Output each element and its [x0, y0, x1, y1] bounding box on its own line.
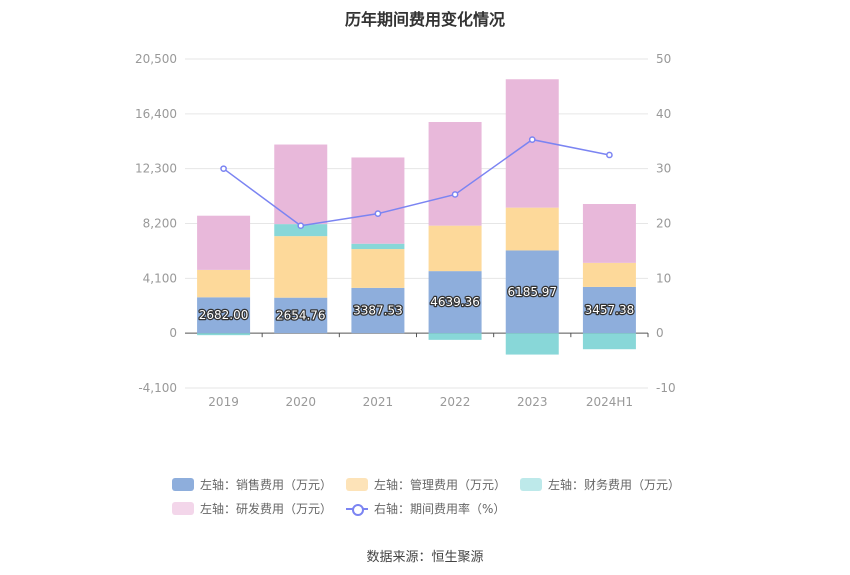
legend-label-sales: 左轴：销售费用（万元）: [200, 477, 333, 492]
data-label: 2682.00: [199, 308, 249, 322]
y-right-tick-label: 40: [656, 107, 671, 121]
bar-admin: [428, 225, 482, 272]
rate-point: [220, 165, 227, 173]
data-label: 4639.36: [430, 295, 480, 309]
data-label: 6185.97: [507, 285, 557, 299]
bar-admin: [274, 236, 328, 298]
rate-point: [451, 191, 459, 198]
bar-sales: [505, 250, 559, 334]
rate-point: [606, 151, 613, 159]
data-label: 3457.38: [585, 303, 635, 317]
y-right-tick-label: 30: [656, 162, 671, 176]
legend-item-admin[interactable]: 左轴：管理费用（万元）: [346, 476, 506, 493]
bar-finance: [351, 243, 405, 250]
legend-swatch-rd: [172, 501, 194, 515]
bar-sales: [428, 271, 482, 334]
bar-rd: [582, 204, 636, 263]
y-right-tick-label: 50: [656, 52, 671, 66]
gridlines: [185, 58, 648, 389]
legend-item-rate[interactable]: 右轴：期间费用率（%）: [346, 500, 505, 517]
legend-item-sales[interactable]: 左轴：销售费用（万元）: [172, 476, 332, 493]
y-left-tick-label: 4,100: [143, 271, 177, 285]
y-left-tick-label: 20,500: [135, 52, 177, 66]
bar-admin: [351, 249, 405, 288]
bar-rd: [197, 215, 251, 270]
bar-finance: [428, 333, 482, 340]
legend-item-finance[interactable]: 左轴：财务费用（万元）: [520, 476, 680, 493]
y-left-tick-label: 12,300: [135, 162, 177, 176]
bar-rd: [351, 157, 405, 244]
x-tick-label: 2019: [208, 395, 239, 409]
y-left-tick-label: 0: [169, 326, 177, 340]
bar-series: [197, 79, 636, 355]
legend: 左轴：销售费用（万元） 左轴：管理费用（万元） 左轴：财务费用（万元） 左轴：研…: [172, 472, 732, 520]
bar-admin: [505, 207, 559, 251]
x-tick-label: 2021: [363, 395, 394, 409]
rate-line-series: [220, 136, 613, 230]
y-left-tick-label: 8,200: [143, 217, 177, 231]
x-tick-label: 2024H1: [586, 395, 633, 409]
y-left-tick-label: 16,400: [135, 107, 177, 121]
legend-swatch-sales: [172, 477, 194, 491]
legend-label-finance: 左轴：财务费用（万元）: [548, 477, 681, 492]
legend-swatch-rate: [346, 502, 369, 516]
x-tick-label: 2022: [440, 395, 471, 409]
axes: -4,100 0 4,100 8,200 12,300 16,400 20,500 -10 0 1…: [135, 52, 676, 409]
data-label: 2654.76: [276, 308, 326, 322]
x-tick-label: 2020: [285, 395, 316, 409]
bar-finance: [274, 224, 328, 237]
y-right-tick-label: 10: [656, 271, 671, 285]
bar-sales: [197, 297, 251, 334]
rate-point: [297, 222, 305, 230]
bar-rd: [274, 144, 328, 225]
bar-sales: [582, 286, 636, 334]
chart-title: 历年期间费用变化情况: [344, 10, 505, 29]
bar-sales: [274, 297, 328, 334]
y-right-tick-label: 20: [656, 217, 671, 231]
bar-admin: [582, 262, 636, 287]
data-source: 数据来源：恒生聚源: [366, 550, 484, 565]
legend-swatch-admin: [346, 477, 369, 491]
legend-swatch-finance: [520, 477, 543, 491]
bar-rd: [428, 122, 482, 226]
bar-admin: [197, 269, 251, 298]
data-label: 3387.53: [353, 304, 403, 318]
y-left-tick-label: -4,100: [138, 381, 177, 395]
bar-finance: [505, 333, 559, 355]
rate-line: [223, 138, 610, 227]
y-right-tick-label: 0: [656, 326, 664, 340]
legend-label-rd: 左轴：研发费用（万元）: [200, 501, 333, 516]
chart-canvas: 2682.00 2654.76 3387.53 4639.36 6185.97 3457.…: [135, 52, 676, 409]
bar-finance: [582, 333, 636, 350]
legend-label-admin: 左轴：管理费用（万元）: [374, 477, 507, 492]
y-right-tick-label: -10: [656, 381, 676, 395]
bar-sales: [351, 287, 405, 334]
legend-label-rate: 右轴：期间费用率（%）: [374, 501, 506, 516]
x-tick-label: 2023: [517, 395, 548, 409]
rate-point: [374, 210, 382, 217]
rate-point: [528, 136, 536, 143]
legend-item-rd[interactable]: 左轴：研发费用（万元）: [172, 500, 332, 517]
bar-finance: [197, 333, 251, 336]
data-labels: 2682.00 2654.76 3387.53 4639.36 6185.97 3457.…: [198, 284, 636, 324]
